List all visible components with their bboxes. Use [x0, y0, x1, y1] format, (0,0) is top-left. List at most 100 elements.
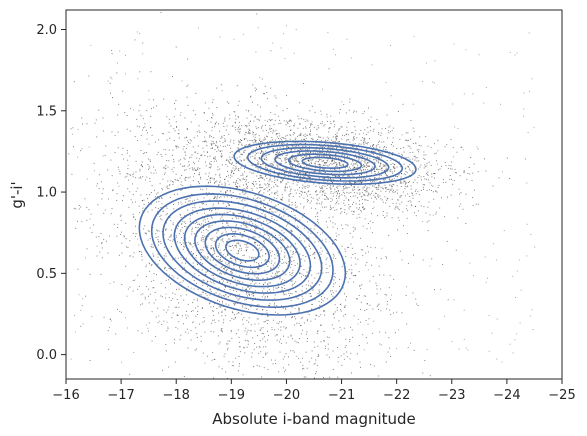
- scatter-point: [395, 175, 397, 177]
- scatter-point: [472, 172, 474, 174]
- scatter-point: [341, 224, 343, 226]
- scatter-point: [230, 249, 232, 251]
- scatter-point: [303, 322, 305, 324]
- scatter-point: [198, 160, 200, 162]
- scatter-point: [318, 137, 320, 138]
- scatter-point: [394, 383, 395, 384]
- scatter-point: [307, 231, 309, 233]
- scatter-point: [368, 165, 370, 167]
- scatter-point: [378, 151, 380, 153]
- scatter-point: [214, 253, 216, 255]
- scatter-point: [339, 158, 341, 160]
- scatter-point: [301, 187, 303, 189]
- scatter-point: [317, 152, 319, 154]
- scatter-point: [438, 169, 439, 171]
- scatter-point: [237, 329, 239, 331]
- scatter-point: [211, 359, 213, 361]
- scatter-point: [245, 149, 247, 151]
- scatter-point: [204, 221, 206, 223]
- scatter-point: [205, 239, 207, 241]
- scatter-point: [313, 341, 315, 343]
- scatter-point: [268, 185, 270, 187]
- scatter-point: [404, 195, 406, 197]
- scatter-point: [358, 213, 360, 215]
- scatter-point: [369, 184, 371, 186]
- scatter-point: [320, 341, 322, 343]
- scatter-point: [298, 308, 300, 310]
- scatter-point: [305, 156, 307, 158]
- scatter-point: [402, 182, 404, 184]
- scatter-point: [314, 299, 316, 301]
- scatter-point: [179, 114, 181, 116]
- scatter-point: [400, 148, 402, 150]
- scatter-point: [331, 290, 333, 292]
- scatter-point: [210, 256, 212, 258]
- scatter-point: [267, 202, 269, 204]
- scatter-point: [314, 171, 316, 173]
- scatter-point: [320, 314, 322, 316]
- scatter-point: [205, 271, 207, 273]
- scatter-point: [404, 185, 406, 187]
- scatter-point: [262, 246, 264, 248]
- scatter-point: [368, 187, 370, 189]
- scatter-point: [268, 335, 269, 336]
- scatter-point: [246, 248, 248, 250]
- scatter-point: [171, 229, 173, 231]
- scatter-point: [271, 181, 273, 183]
- scatter-point: [142, 207, 144, 209]
- scatter-point: [278, 172, 280, 173]
- scatter-point: [396, 311, 398, 313]
- scatter-point: [277, 185, 279, 187]
- scatter-point: [247, 343, 249, 345]
- scatter-point: [258, 120, 260, 122]
- scatter-point: [376, 119, 378, 121]
- scatter-point: [289, 163, 291, 165]
- scatter-point: [337, 376, 339, 378]
- scatter-point: [380, 344, 382, 346]
- scatter-point: [392, 183, 394, 185]
- scatter-point: [266, 233, 268, 235]
- scatter-point: [199, 206, 201, 208]
- scatter-point: [330, 185, 331, 187]
- scatter-point: [225, 191, 226, 193]
- scatter-point: [168, 236, 170, 238]
- scatter-point: [354, 171, 356, 173]
- scatter-point: [177, 315, 179, 316]
- scatter-point: [238, 266, 240, 268]
- scatter-point: [307, 187, 309, 188]
- scatter-point: [191, 227, 193, 229]
- scatter-point: [364, 218, 366, 220]
- scatter-point: [330, 188, 332, 190]
- scatter-point: [269, 236, 270, 238]
- scatter-point: [321, 239, 323, 241]
- scatter-point: [355, 129, 357, 131]
- scatter-point: [326, 120, 328, 122]
- scatter-point: [219, 259, 221, 261]
- scatter-point: [302, 178, 304, 180]
- scatter-point: [177, 257, 179, 259]
- scatter-point: [296, 297, 298, 299]
- scatter-point: [271, 211, 273, 213]
- scatter-point: [314, 149, 316, 151]
- scatter-point: [253, 227, 255, 229]
- scatter-point: [101, 242, 103, 244]
- scatter-point: [355, 149, 357, 151]
- scatter-point: [294, 351, 295, 353]
- scatter-point: [237, 177, 239, 179]
- scatter-point: [272, 151, 274, 153]
- scatter-point: [256, 164, 258, 166]
- scatter-point: [304, 240, 306, 242]
- scatter-point: [235, 261, 237, 263]
- scatter-point: [262, 387, 263, 388]
- scatter-point: [192, 169, 194, 171]
- scatter-point: [232, 235, 234, 237]
- scatter-point: [332, 159, 334, 161]
- scatter-point: [242, 319, 243, 321]
- scatter-point: [253, 241, 255, 243]
- scatter-point: [190, 215, 192, 217]
- scatter-point: [209, 294, 211, 296]
- scatter-point: [209, 177, 211, 179]
- scatter-point: [322, 177, 324, 179]
- scatter-point: [253, 261, 255, 263]
- scatter-point: [246, 175, 248, 177]
